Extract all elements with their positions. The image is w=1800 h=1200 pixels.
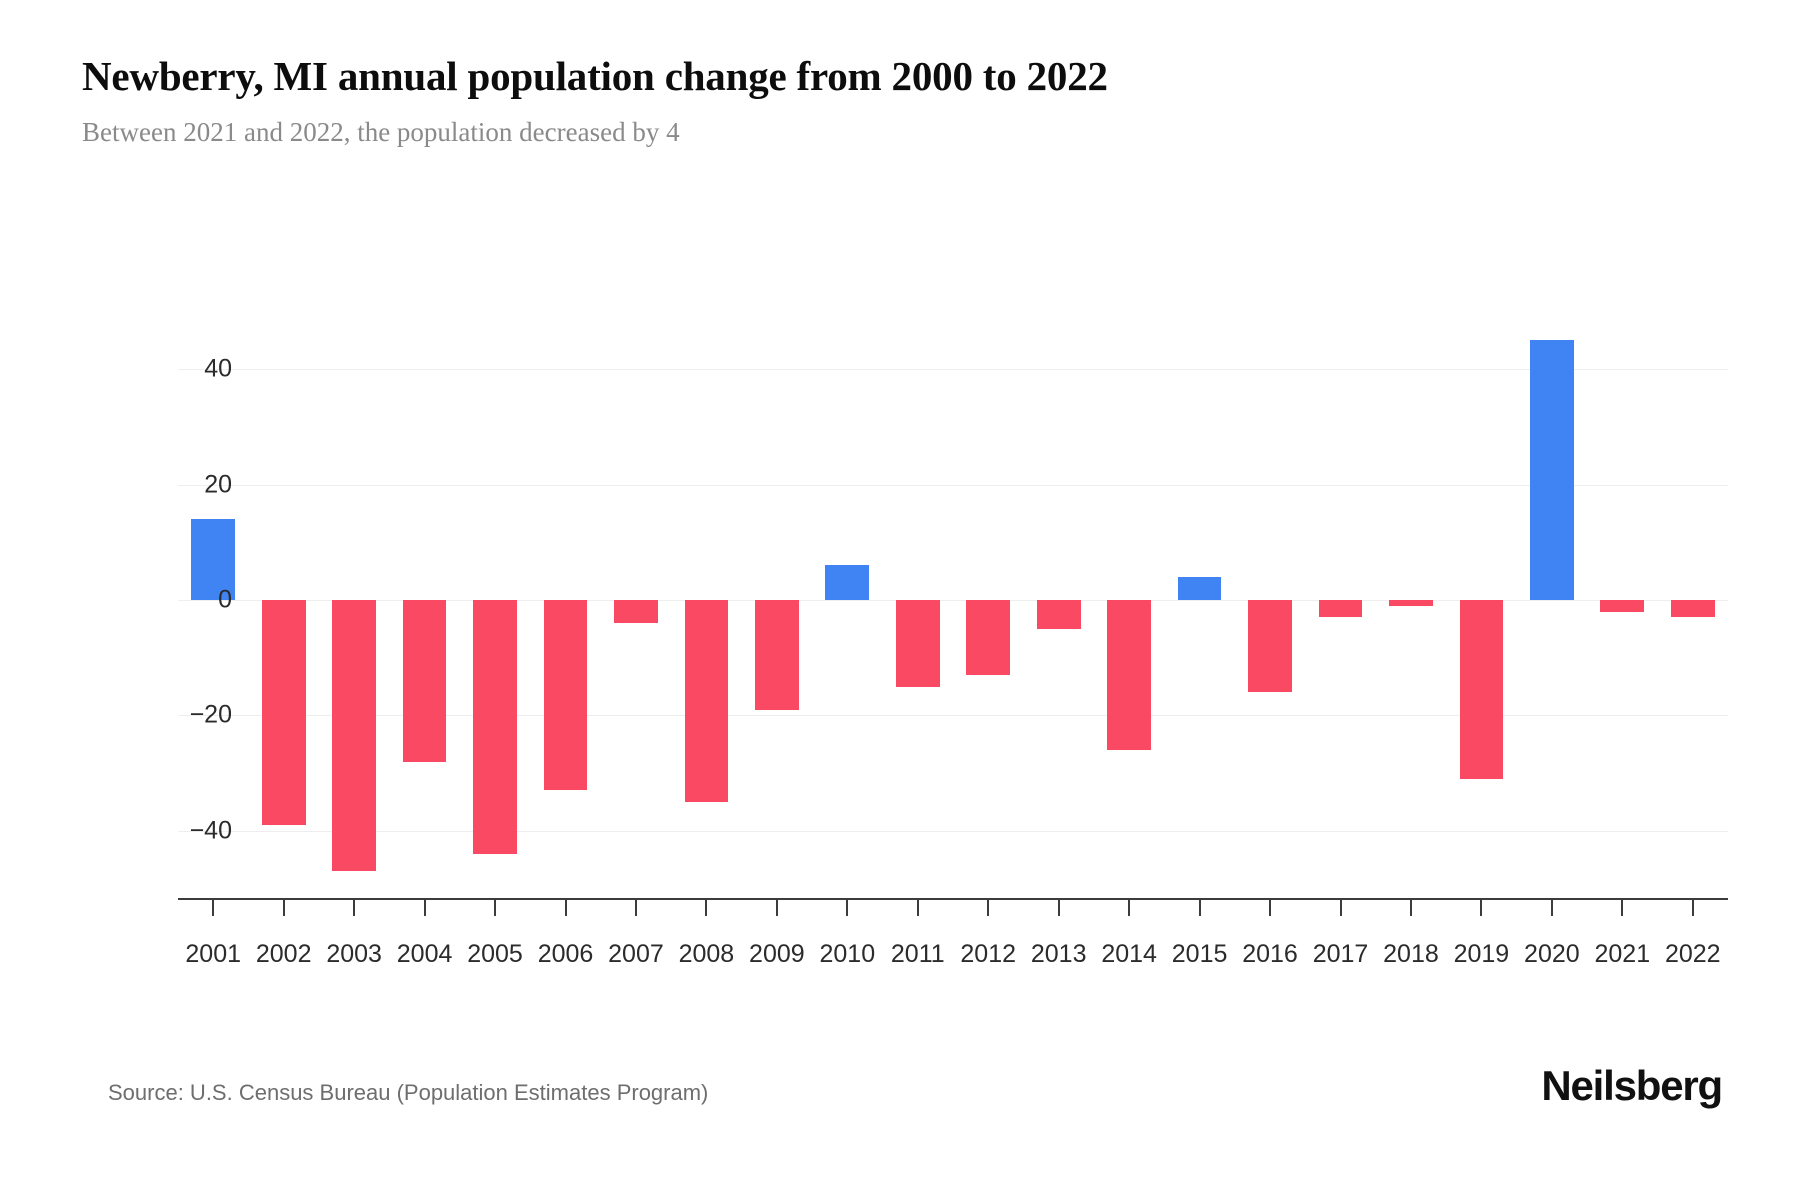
x-tick-mark [1691, 898, 1694, 916]
x-tick-mark [494, 898, 497, 916]
x-tick-label-2019: 2019 [1453, 940, 1510, 968]
x-tick-label-2013: 2013 [1030, 940, 1087, 968]
x-tick-mark [1269, 898, 1272, 916]
bar-2003[interactable] [332, 600, 376, 872]
y-tick-label: 20 [204, 470, 232, 499]
x-tick-mark [564, 898, 567, 916]
x-axis-line [178, 898, 1728, 900]
x-tick-label-2012: 2012 [960, 940, 1017, 968]
x-tick-mark [916, 898, 919, 916]
bar-2011[interactable] [895, 600, 940, 687]
chart-header: Newberry, MI annual population change fr… [82, 52, 1722, 149]
bar-2001[interactable] [191, 519, 236, 600]
y-tick-label: 0 [218, 585, 232, 614]
x-tick-label-2016: 2016 [1242, 940, 1298, 968]
bar-2010[interactable] [825, 565, 870, 600]
bar-2013[interactable] [1036, 600, 1081, 629]
x-tick-label-2006: 2006 [537, 940, 594, 968]
x-tick-mark [987, 898, 990, 916]
bar-2004[interactable] [402, 600, 447, 762]
plot-canvas [178, 300, 1728, 900]
x-tick-mark [282, 898, 285, 916]
x-tick-label-2005: 2005 [467, 940, 523, 968]
bar-2022[interactable] [1670, 600, 1715, 618]
x-tick-mark [1057, 898, 1060, 916]
brand-logo: Neilsberg [1541, 1062, 1723, 1109]
x-tick-label-2009: 2009 [749, 940, 805, 968]
x-tick-mark [423, 898, 426, 916]
y-tick-label: −20 [189, 700, 232, 729]
bar-2012[interactable] [966, 600, 1011, 675]
x-tick-mark [705, 898, 708, 916]
x-tick-mark [353, 898, 356, 916]
bar-2009[interactable] [755, 600, 799, 710]
x-tick-label-2014: 2014 [1101, 940, 1157, 968]
bars-group [178, 300, 1728, 900]
source-note: Source: U.S. Census Bureau (Population E… [108, 1080, 709, 1105]
bar-2005[interactable] [473, 600, 517, 854]
chart-subtitle: Between 2021 and 2022, the population de… [82, 117, 680, 148]
bar-2016[interactable] [1248, 600, 1292, 693]
gridline-20 [178, 484, 1728, 486]
x-tick-mark [1480, 898, 1483, 916]
x-tick-mark [775, 898, 778, 916]
bar-2017[interactable] [1318, 600, 1363, 618]
x-tick-label-2020: 2020 [1524, 940, 1580, 968]
y-tick-label: 40 [204, 354, 232, 383]
x-tick-label-2021: 2021 [1594, 940, 1651, 968]
bar-2015[interactable] [1177, 576, 1222, 600]
bar-2002[interactable] [261, 600, 306, 825]
bar-2008[interactable] [684, 600, 729, 802]
x-tick-mark [1198, 898, 1201, 916]
bar-2006[interactable] [543, 600, 588, 791]
page-title: Newberry, MI annual population change fr… [82, 53, 1108, 99]
bar-2007[interactable] [614, 600, 658, 624]
x-tick-label-2017: 2017 [1312, 940, 1369, 968]
x-tick-mark [1550, 898, 1553, 916]
bar-2019[interactable] [1459, 600, 1504, 779]
bar-2020[interactable] [1530, 340, 1574, 600]
x-tick-mark [634, 898, 637, 916]
x-tick-label-2011: 2011 [890, 940, 945, 968]
x-tick-label-2007: 2007 [608, 940, 664, 968]
x-tick-label-2003: 2003 [326, 940, 382, 968]
bar-2014[interactable] [1107, 600, 1151, 750]
bar-2018[interactable] [1389, 600, 1433, 606]
x-tick-label-2018: 2018 [1383, 940, 1439, 968]
x-tick-mark [846, 898, 849, 916]
gridline-neg40 [178, 830, 1728, 832]
gridline-40 [178, 369, 1728, 371]
x-tick-label-2022: 2022 [1664, 940, 1721, 968]
x-tick-mark [1409, 898, 1412, 916]
x-tick-label-2001: 2001 [185, 940, 242, 968]
x-tick-label-2015: 2015 [1171, 940, 1228, 968]
x-tick-label-2008: 2008 [678, 940, 735, 968]
x-tick-mark [212, 898, 215, 916]
x-tick-label-2002: 2002 [255, 940, 312, 968]
x-tick-mark [1128, 898, 1131, 916]
y-tick-label: −40 [189, 816, 232, 845]
x-tick-label-2004: 2004 [396, 940, 453, 968]
x-tick-label-2010: 2010 [819, 940, 876, 968]
x-tick-mark [1339, 898, 1342, 916]
bar-2021[interactable] [1600, 600, 1645, 612]
gridline-0 [178, 600, 1728, 601]
gridline-neg20 [178, 715, 1728, 717]
x-tick-mark [1621, 898, 1624, 916]
